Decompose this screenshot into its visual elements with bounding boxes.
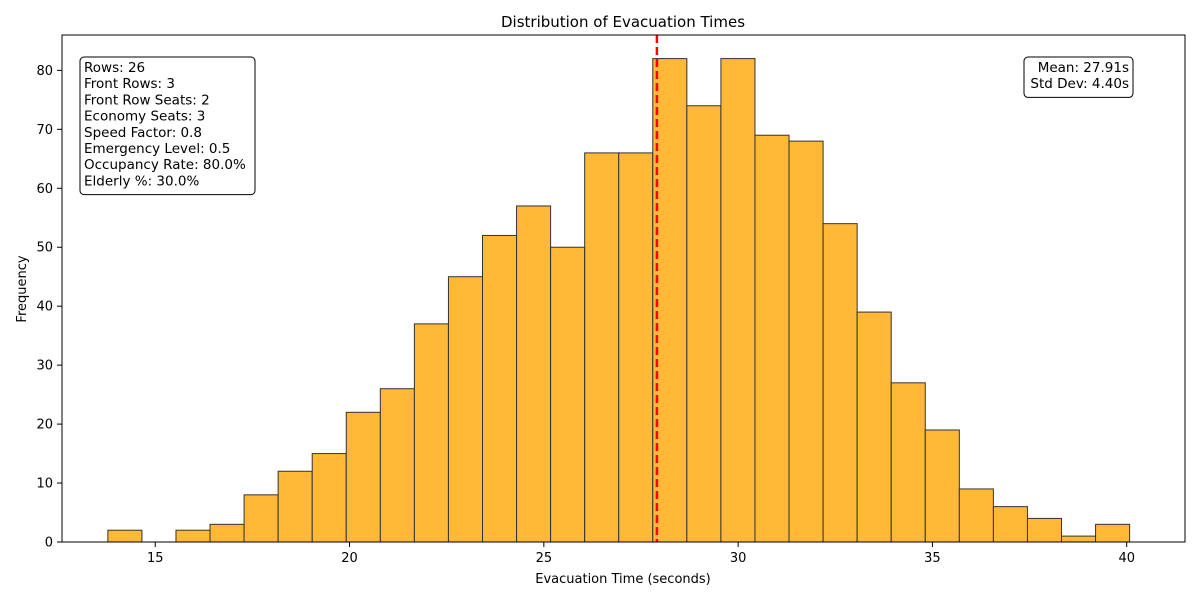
y-tick-label: 20 [36, 418, 53, 433]
histogram-bar [243, 494, 279, 543]
stats-box-line: Std Dev: 4.40s [1030, 76, 1129, 92]
y-tick-label: 80 [36, 64, 53, 79]
bars-group [107, 58, 1131, 543]
histogram-bar [175, 529, 211, 543]
histogram-bar [856, 311, 892, 543]
histogram-bar [652, 58, 688, 543]
x-tick-label: 35 [924, 551, 941, 566]
histogram-bar [788, 140, 824, 543]
histogram-bar [209, 523, 245, 543]
parameters-box-line: Speed Factor: 0.8 [84, 125, 202, 141]
y-tick-label: 30 [36, 359, 53, 374]
y-tick-label: 0 [45, 536, 53, 551]
stats-box-line: Mean: 27.91s [1038, 60, 1129, 76]
y-tick-label: 70 [36, 123, 53, 138]
parameters-box-line: Economy Seats: 3 [84, 109, 205, 125]
plot-frame [61, 34, 1186, 543]
parameters-box-line: Elderly %: 30.0% [84, 173, 199, 189]
histogram-bar [686, 105, 722, 543]
histogram-bar [482, 234, 518, 543]
parameters-box-frame [79, 56, 256, 196]
histogram-bar [1026, 517, 1063, 543]
parameters-box-line: Front Row Seats: 2 [84, 92, 210, 108]
histogram-bar [584, 152, 620, 543]
histogram-bar [550, 246, 586, 543]
histogram-bar [379, 388, 415, 543]
histogram-bar [720, 58, 756, 543]
parameters-box-line: Emergency Level: 0.5 [84, 141, 230, 157]
histogram-bar [447, 276, 484, 543]
histogram-bar [1061, 535, 1097, 543]
histogram-bar [924, 429, 960, 543]
x-tick-label: 25 [536, 551, 553, 566]
histogram-bar [277, 470, 313, 543]
y-tick-label: 10 [36, 477, 53, 492]
x-axis: 15 20 25 30 35 40 [147, 542, 1135, 566]
histogram-bar [754, 134, 790, 543]
histogram-bar [413, 323, 449, 543]
parameters-box-line: Front Rows: 3 [84, 76, 175, 92]
histogram-bar [992, 506, 1028, 543]
y-tick-label: 60 [36, 182, 53, 197]
x-axis-title: Evacuation Time (seconds) [535, 572, 711, 587]
x-tick-label: 30 [730, 551, 747, 566]
y-axis: 0 10 20 30 40 50 60 70 80 [36, 64, 62, 551]
parameters-box-line: Rows: 26 [84, 60, 145, 76]
histogram-bar [345, 411, 381, 543]
y-tick-label: 50 [36, 241, 53, 256]
histogram-bar [890, 382, 926, 543]
parameters-box-line: Occupancy Rate: 80.0% [84, 157, 246, 173]
stats-box-frame [1023, 56, 1134, 98]
histogram-bar [618, 152, 654, 543]
histogram-bar [1095, 523, 1131, 543]
x-tick-label: 15 [147, 551, 164, 566]
y-axis-title: Frequency [15, 255, 30, 322]
histogram-bar [107, 529, 143, 543]
histogram-bar [311, 453, 347, 543]
histogram-bar [516, 205, 552, 543]
y-tick-label: 40 [36, 300, 53, 315]
histogram-bar [822, 223, 858, 543]
x-tick-label: 40 [1118, 551, 1135, 566]
histogram-bar [958, 488, 994, 543]
x-tick-label: 20 [341, 551, 358, 566]
chart-title: Distribution of Evacuation Times [501, 13, 745, 31]
